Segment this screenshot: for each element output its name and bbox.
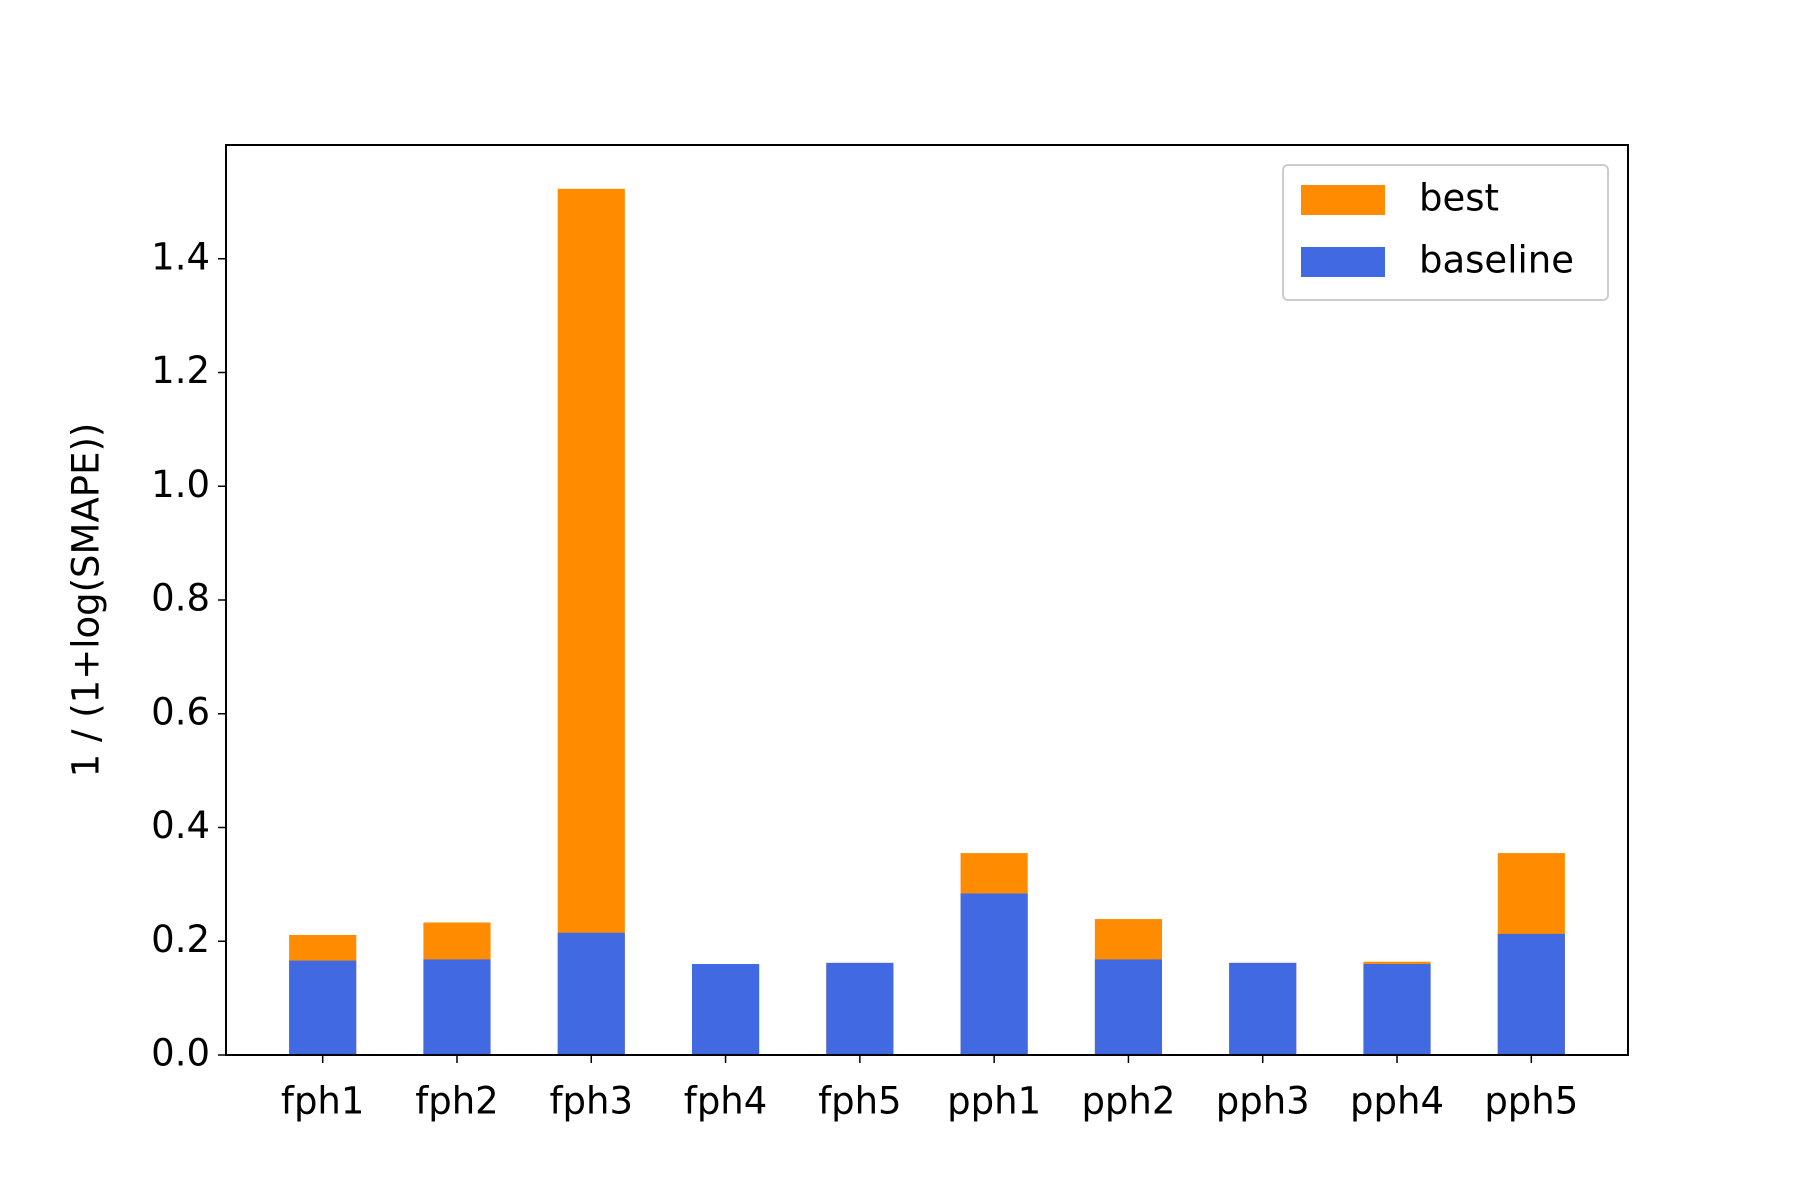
plot-frame xyxy=(225,144,1629,1056)
x-tick-label: pph4 xyxy=(1350,1080,1444,1123)
x-tick-label: pph2 xyxy=(1081,1080,1175,1123)
x-tick-label: pph3 xyxy=(1216,1080,1310,1123)
x-tick-label: fph4 xyxy=(684,1080,768,1123)
bar xyxy=(826,962,894,1055)
y-tick-label: 1.0 xyxy=(151,463,210,506)
legend-swatch xyxy=(1301,247,1385,277)
bar xyxy=(1363,964,1431,1055)
bar xyxy=(1229,962,1297,1055)
x-tick-label: pph5 xyxy=(1484,1080,1578,1123)
bar xyxy=(1094,959,1163,1055)
bar xyxy=(1497,933,1565,1055)
x-tick-label: pph1 xyxy=(947,1080,1041,1123)
y-tick-label: 1.4 xyxy=(151,235,210,278)
y-tick-label: 0.0 xyxy=(151,1032,210,1075)
x-tick-label: fph2 xyxy=(415,1080,499,1123)
legend-label: best xyxy=(1419,177,1499,220)
x-tick-label: fph5 xyxy=(818,1080,902,1123)
y-axis-label: 1 / (1+log(SMAPE)) xyxy=(65,423,108,778)
bar xyxy=(960,893,1028,1055)
y-tick-label: 0.8 xyxy=(151,577,210,620)
bar xyxy=(289,960,357,1055)
y-tick-label: 0.2 xyxy=(151,918,210,961)
x-tick-label: fph3 xyxy=(550,1080,634,1123)
y-tick-label: 0.4 xyxy=(151,804,210,847)
legend-label: baseline xyxy=(1419,239,1574,282)
legend-swatch xyxy=(1301,185,1385,215)
bar xyxy=(423,959,491,1055)
x-tick-label: fph1 xyxy=(281,1080,365,1123)
bar xyxy=(557,188,625,1055)
y-tick-label: 1.2 xyxy=(151,349,210,392)
bar xyxy=(691,964,760,1055)
y-tick-label: 0.6 xyxy=(151,690,210,733)
bar xyxy=(557,932,625,1055)
